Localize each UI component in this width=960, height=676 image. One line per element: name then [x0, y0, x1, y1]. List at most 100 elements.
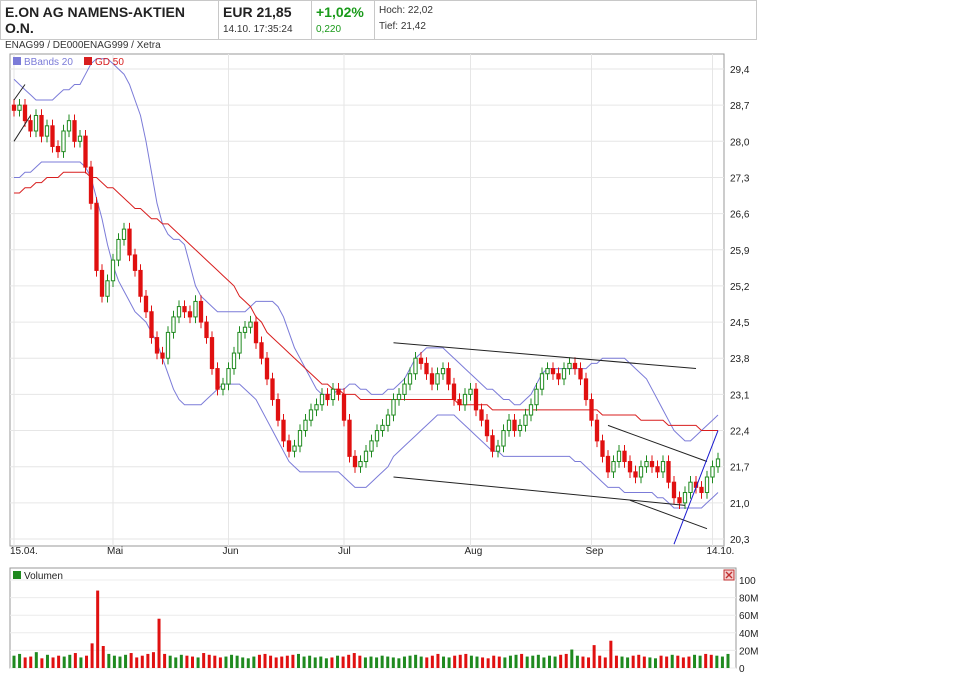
trendline: [13, 84, 26, 101]
candle-body: [303, 419, 308, 432]
candle-body: [363, 450, 369, 463]
volume-bar: [542, 657, 546, 668]
candle-body: [116, 238, 121, 261]
candle-body: [484, 419, 490, 437]
volume-tick-label: 20M: [739, 646, 758, 657]
volume-bar: [330, 657, 334, 668]
volume-bar: [676, 655, 680, 668]
candle-body: [572, 362, 578, 370]
x-tick-label: 14.10.: [707, 546, 735, 557]
volume-bar: [185, 655, 189, 668]
volume-bar: [151, 652, 155, 668]
candle-body: [204, 321, 209, 339]
candle-body: [600, 440, 605, 457]
candle-body: [165, 331, 171, 359]
candle-body: [561, 368, 567, 380]
volume-bar: [302, 656, 306, 668]
volume-bar: [207, 654, 211, 668]
candle-body: [308, 409, 314, 421]
candle-body: [154, 337, 160, 354]
candle-body: [704, 476, 710, 494]
volume-bar: [436, 653, 440, 668]
close-volume-button[interactable]: [723, 569, 735, 581]
candle-body: [336, 388, 341, 395]
x-tick-label: Mai: [107, 546, 123, 557]
trendline: [393, 476, 686, 506]
y-tick-label: 21,0: [730, 499, 750, 510]
volume-bar: [575, 655, 579, 668]
volume-bar: [341, 656, 345, 668]
candles: [11, 98, 721, 510]
candle-body: [99, 269, 105, 297]
bbands-swatch: [13, 57, 21, 65]
candle-body: [655, 466, 660, 473]
volume-tick-label: 100: [739, 576, 756, 587]
trendline: [629, 499, 708, 530]
candle-body: [589, 399, 594, 421]
candle-body: [237, 331, 242, 354]
volume-bar: [430, 655, 434, 668]
candle-body: [88, 166, 94, 204]
volume-bar: [308, 655, 312, 668]
volume-bar: [592, 645, 596, 668]
day-high: Hoch: 22,02: [379, 5, 433, 16]
volume-bar: [464, 653, 468, 668]
candle-body: [259, 342, 264, 359]
volume-bar: [581, 656, 585, 668]
volume-bar: [163, 653, 167, 668]
volume-bar: [336, 655, 340, 668]
candle-body: [594, 419, 600, 442]
volume-bar: [363, 657, 367, 668]
candle-body: [55, 145, 61, 153]
volume-bar: [85, 655, 89, 668]
candle-body: [187, 311, 193, 318]
volume-bar: [157, 618, 161, 668]
y-tick-label: 23,1: [730, 390, 750, 401]
candle-body: [534, 388, 539, 406]
plot-area: [9, 53, 725, 547]
candle-body: [94, 202, 99, 271]
candle-body: [66, 120, 72, 132]
volume-bar: [352, 653, 356, 668]
volume-bar: [213, 655, 217, 668]
candle-body: [215, 368, 220, 390]
change-percent: +1,02%: [316, 4, 364, 20]
volume-bar: [34, 652, 38, 668]
candle-body: [699, 486, 704, 494]
candle-body: [352, 455, 358, 468]
volume-bar: [280, 656, 284, 668]
candle-body: [446, 368, 451, 385]
candle-body: [512, 419, 517, 432]
y-tick-label: 23,8: [730, 354, 750, 365]
volume-bar: [18, 653, 22, 668]
candle-body: [198, 300, 204, 323]
close-icon[interactable]: [725, 571, 733, 579]
y-tick-label: 27,3: [730, 173, 750, 184]
x-tick-label: Sep: [586, 546, 604, 557]
candle-body: [638, 466, 644, 478]
volume-bar: [653, 658, 657, 668]
candle-body: [462, 393, 468, 406]
volume-bar: [614, 655, 618, 668]
volume-y-axis: 100 80M 60M 40M 20M 0: [739, 576, 758, 675]
volume-bar: [698, 655, 702, 668]
change-absolute: 0,220: [316, 24, 342, 35]
volume-bar: [709, 654, 713, 668]
y-tick-label: 20,3: [730, 535, 750, 546]
candle-body: [253, 321, 259, 344]
x-tick-label: Jun: [223, 546, 239, 557]
candle-body: [402, 383, 407, 395]
x-axis: 15.04. Mai Jun Jul Aug Sep 14.10.: [10, 546, 734, 557]
volume-bar: [693, 654, 697, 668]
volume-bar: [319, 656, 323, 668]
volume-bar: [179, 654, 183, 668]
candle-body: [314, 404, 319, 411]
candle-body: [407, 373, 413, 385]
candle-body: [270, 378, 275, 401]
candle-body: [209, 337, 215, 370]
candle-body: [539, 373, 545, 390]
legend-volume: Volumen: [24, 571, 63, 582]
volume-bar: [324, 658, 328, 668]
volume-bar: [129, 653, 133, 668]
candle-body: [682, 492, 688, 504]
